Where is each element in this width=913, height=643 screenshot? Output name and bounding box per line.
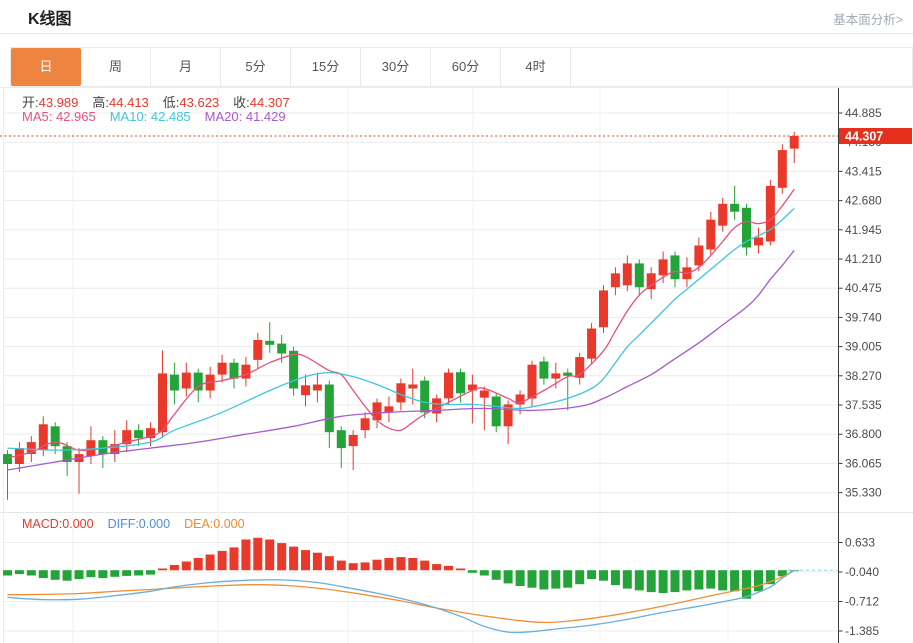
high-indicator: 高:44.413 <box>92 95 149 110</box>
macd-lines <box>7 569 795 634</box>
tab-60min[interactable]: 60分 <box>431 48 501 86</box>
tab-week[interactable]: 周 <box>81 48 151 86</box>
y-axis-label: 40.475 <box>845 281 882 295</box>
grid <box>0 87 913 643</box>
ma20-indicator: MA20: 41.429 <box>204 109 286 124</box>
ma-indicator-row: MA5: 42.965 MA10: 42.485 MA20: 41.429 <box>22 109 300 124</box>
y-axis-label: 41.945 <box>845 223 882 237</box>
y-axis-label: -1.385 <box>845 624 879 638</box>
fundamental-analysis-link[interactable]: 基本面分析> <box>833 13 903 27</box>
y-axis-label: 36.065 <box>845 456 882 470</box>
dea-indicator: DEA:0.000 <box>184 517 245 531</box>
macd-histogram <box>3 537 799 599</box>
macd-indicator: MACD:0.000 <box>22 517 94 531</box>
header: K线图 基本面分析> <box>0 0 913 34</box>
tab-4hour[interactable]: 4时 <box>501 48 571 86</box>
ma10-line <box>7 207 795 451</box>
diff-line <box>7 569 795 634</box>
y-axis-label: -0.712 <box>845 595 879 609</box>
ma20-line <box>7 249 795 471</box>
y-axis-label: -0.040 <box>845 565 879 579</box>
open-indicator: 开:43.989 <box>22 95 79 110</box>
page-title: K线图 <box>28 11 72 28</box>
y-axis-label: 35.330 <box>845 486 882 500</box>
macd-indicator-row: MACD:0.000 DIFF:0.000 DEA:0.000 <box>22 517 259 531</box>
y-axis-label: 41.210 <box>845 252 882 266</box>
y-axis-label: 38.270 <box>845 369 882 383</box>
y-axis-label: 42.680 <box>845 194 882 208</box>
current-price-value: 44.307 <box>845 130 883 144</box>
ma5-indicator: MA5: 42.965 <box>22 109 96 124</box>
ma-lines <box>7 188 795 471</box>
ohlc-indicator-row: 开:43.989 高:44.413 低:43.623 收:44.307 <box>22 92 304 111</box>
y-axis-label: 36.800 <box>845 427 882 441</box>
ma10-indicator: MA10: 42.485 <box>109 109 191 124</box>
tab-30min[interactable]: 30分 <box>361 48 431 86</box>
y-axis-label: 39.740 <box>845 310 882 324</box>
diff-indicator: DIFF:0.000 <box>107 517 171 531</box>
tab-15min[interactable]: 15分 <box>291 48 361 86</box>
period-tabs: 日周月 5分 15分 30分 60分 4时 <box>10 47 913 87</box>
current-price-badge: 44.307 <box>839 128 912 144</box>
tab-5min[interactable]: 5分 <box>221 48 291 86</box>
y-axis-label: 0.633 <box>845 536 875 550</box>
dea-line <box>7 569 795 624</box>
y-axis-label: 39.005 <box>845 340 882 354</box>
y-axis-label: 37.535 <box>845 398 882 412</box>
low-indicator: 低:43.623 <box>162 95 220 110</box>
tab-day[interactable]: 日 <box>11 48 81 86</box>
close-indicator: 收:44.307 <box>233 95 290 110</box>
y-axis-label: 43.415 <box>845 164 882 178</box>
price-axis: 44.88544.15043.41542.68041.94541.21040.4… <box>838 88 882 643</box>
candles <box>3 131 799 500</box>
y-axis-label: 44.885 <box>845 106 882 120</box>
ma5-line <box>7 188 795 459</box>
tab-month[interactable]: 月 <box>151 48 221 86</box>
